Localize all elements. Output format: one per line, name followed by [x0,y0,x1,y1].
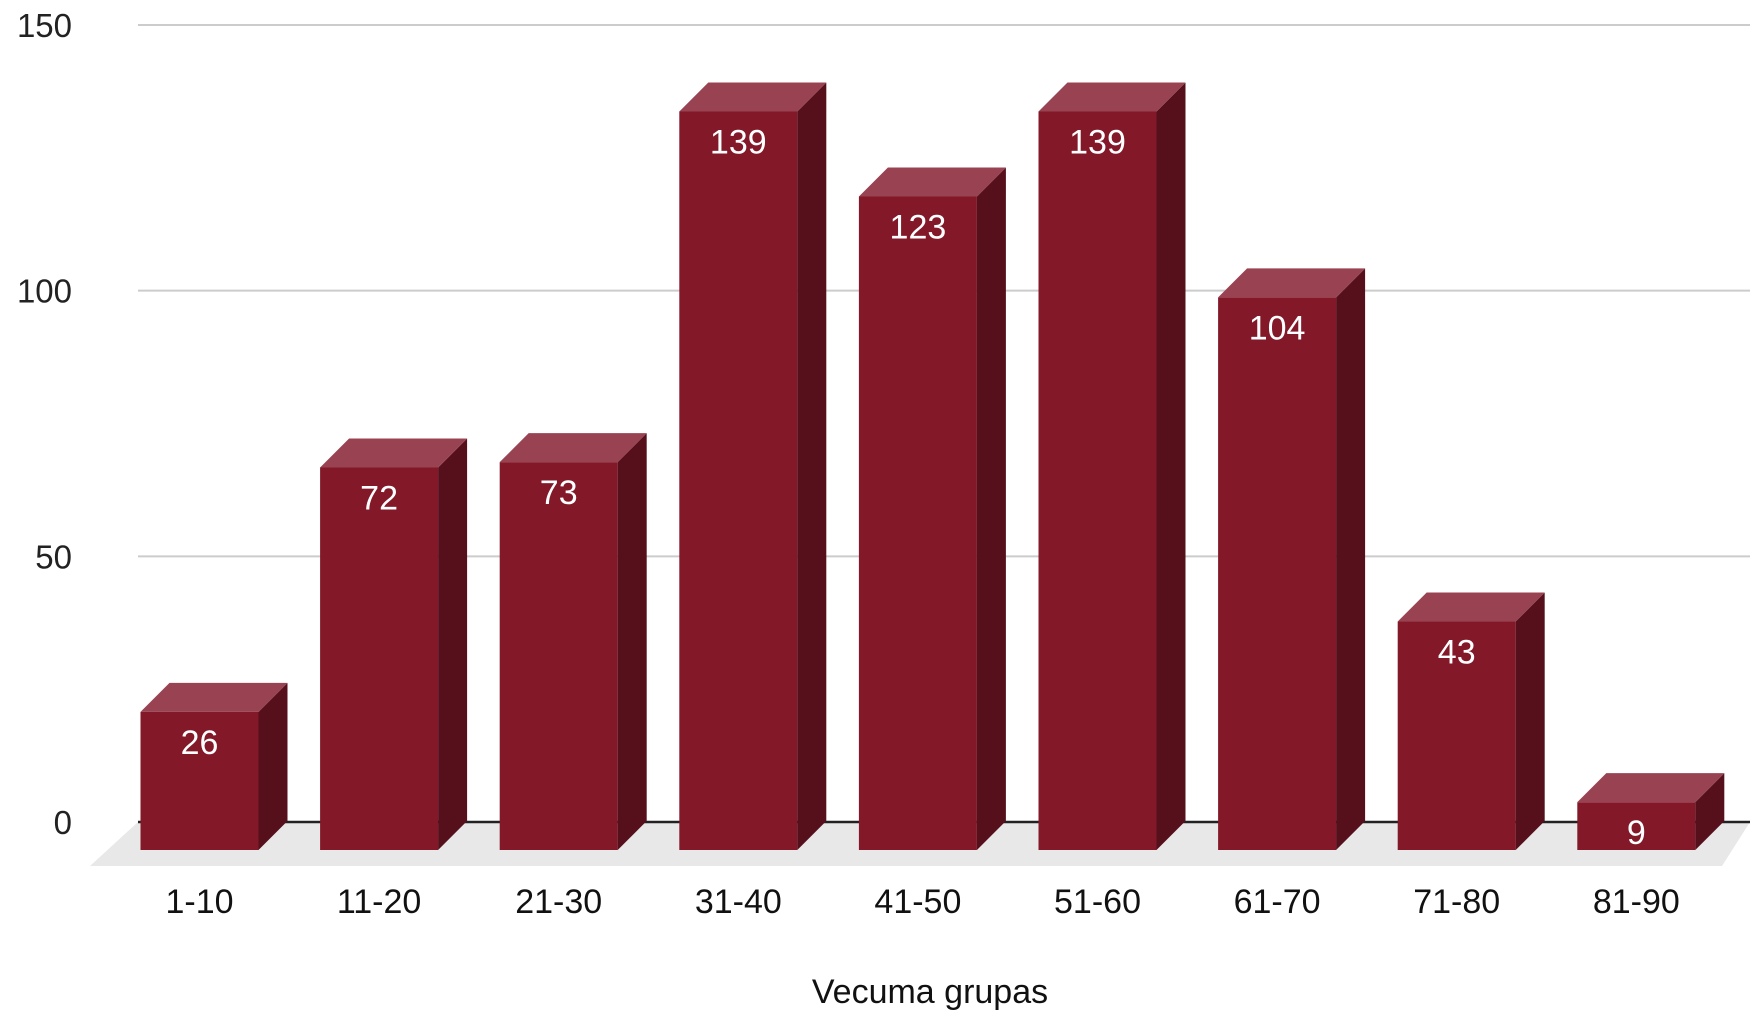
y-tick-label: 50 [35,538,72,575]
bar: 72 [320,438,468,850]
data-label: 72 [360,479,398,517]
bar-front [1577,802,1696,850]
x-tick-label: 71-80 [1413,883,1500,921]
bar: 26 [140,682,288,850]
bar-top [320,438,468,468]
data-label: 73 [540,474,578,512]
bar-side [976,167,1006,850]
bar-side [258,682,288,850]
y-tick-label: 0 [54,804,72,841]
bar-front [499,462,618,850]
bar: 73 [499,433,647,850]
bar-top [1038,82,1186,112]
x-tick-label: 1-10 [165,883,233,921]
bar: 123 [858,167,1006,850]
bar-front [1218,297,1337,850]
bar-side [797,82,827,851]
data-label: 139 [1069,123,1126,161]
x-tick-label: 11-20 [337,883,421,921]
data-label: 9 [1627,814,1646,852]
bar-top [499,433,647,463]
y-tick-label: 100 [17,273,72,310]
x-tick-label: 61-70 [1234,883,1321,921]
bar-front [140,711,259,850]
bar-top [1577,773,1725,803]
bar-front [679,111,798,851]
bar-front [1397,621,1516,850]
bar-front [858,196,977,850]
bar: 9 [1577,773,1725,852]
x-axis-title: Vecuma grupas [812,973,1048,1011]
bar: 43 [1397,592,1545,850]
bar-top [679,82,827,112]
bar-side [438,438,468,850]
bar-top [1218,268,1366,298]
bars: 26 72 73 139 123 139 104 43 9 [140,82,1725,852]
bar-top [140,682,288,712]
x-axis: 1-10 11-20 21-30 31-40 41-50 51-60 61-70 71-80 8… [165,883,1679,921]
bar: 104 [1218,268,1366,850]
data-label: 123 [890,208,947,246]
data-label: 104 [1249,309,1306,347]
y-tick-label: 150 [17,7,72,44]
bar: 139 [1038,82,1186,851]
bar-front [1038,111,1157,851]
bar-top [858,167,1006,197]
x-tick-label: 31-40 [695,883,782,921]
x-tick-label: 21-30 [515,883,602,921]
data-label: 139 [710,123,767,161]
bar-side [1515,592,1545,850]
x-tick-label: 51-60 [1054,883,1141,921]
bar-side [1695,773,1725,850]
data-label: 26 [181,724,219,762]
bar-front [320,467,439,850]
bar: 139 [679,82,827,851]
x-tick-label: 41-50 [874,883,961,921]
y-axis: 0 50 100 150 [17,7,72,841]
bar-top [1397,592,1545,622]
data-label: 43 [1438,634,1476,672]
bar-side [1156,82,1186,851]
bar-side [1336,268,1366,850]
bar-side [617,433,647,850]
x-tick-label: 81-90 [1593,883,1680,921]
